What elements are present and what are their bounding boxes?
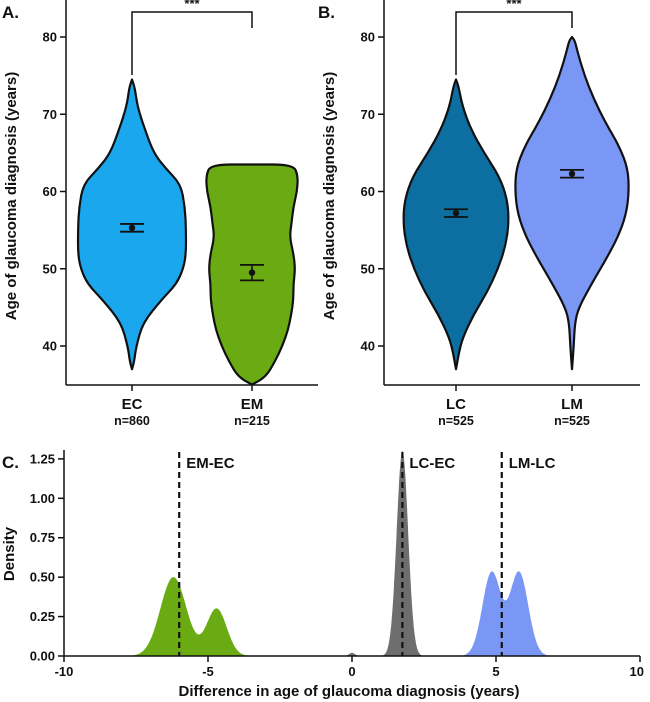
category-label: LM bbox=[561, 396, 583, 413]
violin-lm bbox=[514, 35, 630, 371]
density-lc-ec bbox=[340, 451, 426, 656]
y-tick-label: 1.00 bbox=[30, 491, 55, 506]
mean-point bbox=[568, 170, 576, 177]
x-tick-label: -5 bbox=[202, 664, 214, 679]
y-tick-label: 50 bbox=[43, 261, 57, 276]
panel-b-ylabel: Age of glaucoma diagnosis (years) bbox=[321, 72, 338, 320]
y-tick-label: 70 bbox=[43, 107, 57, 122]
violin-lc bbox=[402, 78, 510, 371]
y-tick-label: 60 bbox=[361, 184, 375, 199]
mean-point bbox=[248, 269, 256, 276]
annotation-lm-lc: LM-LC bbox=[509, 455, 556, 472]
y-tick-label: 0.50 bbox=[30, 570, 55, 585]
density-em-ec bbox=[121, 577, 257, 656]
significance-bracket bbox=[131, 11, 253, 75]
n-label: n=525 bbox=[438, 414, 474, 428]
n-label: n=215 bbox=[234, 414, 270, 428]
x-tick-label: 0 bbox=[348, 664, 355, 679]
category-label: EC bbox=[122, 396, 143, 413]
density-lm-lc bbox=[454, 571, 556, 656]
panel-c-label: C. bbox=[2, 453, 19, 472]
category-label: EM bbox=[241, 396, 264, 413]
x-tick-label: -10 bbox=[55, 664, 74, 679]
y-tick-label: 0.25 bbox=[30, 609, 55, 624]
y-tick-label: 40 bbox=[43, 339, 57, 354]
panel-a: A. Age of glaucoma diagnosis (years) 40 5… bbox=[2, 0, 318, 428]
panel-c-ylabel: Density bbox=[1, 526, 18, 581]
panel-a-ylabel: Age of glaucoma diagnosis (years) bbox=[3, 72, 20, 320]
y-tick-label: 80 bbox=[361, 30, 375, 45]
x-tick-label: 10 bbox=[630, 664, 644, 679]
panel-c: C. Density Difference in age of glaucoma… bbox=[1, 450, 644, 700]
y-tick-label: 70 bbox=[361, 107, 375, 122]
x-tick-label: 5 bbox=[492, 664, 499, 679]
panel-a-label: A. bbox=[2, 3, 19, 22]
y-tick-label: 1.25 bbox=[30, 451, 55, 466]
y-tick-label: 40 bbox=[361, 339, 375, 354]
category-label: LC bbox=[446, 396, 466, 413]
annotation-em-ec: EM-EC bbox=[186, 455, 235, 472]
y-tick-label: 0.00 bbox=[30, 649, 55, 664]
mean-point bbox=[128, 224, 136, 232]
significance-label: *** bbox=[506, 0, 522, 11]
y-tick-label: 50 bbox=[361, 261, 375, 276]
n-label: n=525 bbox=[554, 414, 590, 428]
y-tick-label: 60 bbox=[43, 184, 57, 199]
n-label: n=860 bbox=[114, 414, 150, 428]
annotation-lc-ec: LC-EC bbox=[409, 455, 455, 472]
y-tick-label: 0.75 bbox=[30, 530, 55, 545]
panel-c-xlabel: Difference in age of glaucoma diagnosis … bbox=[179, 683, 520, 700]
significance-bracket bbox=[455, 11, 573, 75]
panel-b: B. Age of glaucoma diagnosis (years) 40 5… bbox=[318, 0, 640, 428]
y-tick-label: 80 bbox=[43, 30, 57, 45]
significance-label: *** bbox=[184, 0, 200, 11]
panel-b-label: B. bbox=[318, 3, 335, 22]
mean-point bbox=[452, 209, 460, 217]
